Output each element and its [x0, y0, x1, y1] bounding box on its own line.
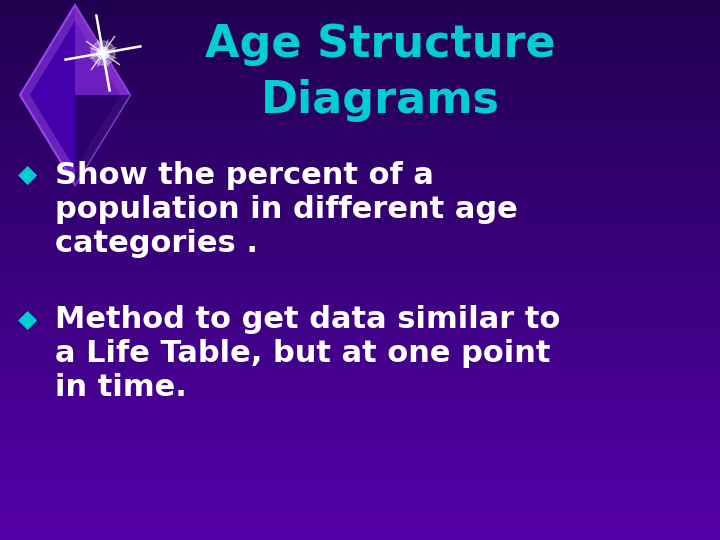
Text: population in different age: population in different age	[55, 194, 518, 224]
Text: ◆: ◆	[18, 163, 37, 187]
Polygon shape	[20, 5, 130, 185]
Text: Diagrams: Diagrams	[261, 78, 500, 122]
Circle shape	[97, 47, 109, 59]
Text: Age Structure: Age Structure	[204, 24, 555, 66]
Text: Method to get data similar to: Method to get data similar to	[55, 306, 560, 334]
Polygon shape	[30, 21, 120, 169]
Circle shape	[102, 51, 104, 55]
Circle shape	[91, 41, 115, 65]
Text: a Life Table, but at one point: a Life Table, but at one point	[55, 340, 551, 368]
Polygon shape	[75, 95, 130, 185]
Circle shape	[100, 50, 106, 56]
Text: Show the percent of a: Show the percent of a	[55, 160, 434, 190]
Text: in time.: in time.	[55, 374, 187, 402]
Polygon shape	[75, 5, 130, 95]
Text: ◆: ◆	[18, 308, 37, 332]
Text: categories .: categories .	[55, 228, 258, 258]
